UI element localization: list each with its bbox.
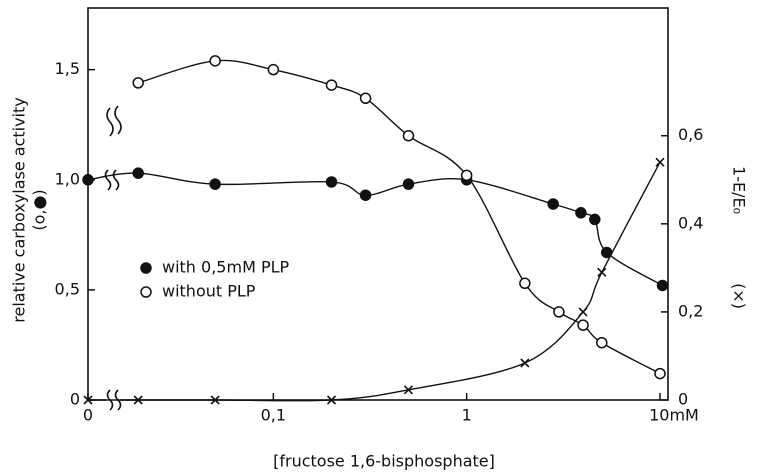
data-point [655, 157, 665, 167]
y-axis-label: (o,●) [30, 189, 49, 230]
data-point [553, 306, 565, 318]
data-point [209, 55, 221, 67]
x-axis-label: [fructose 1,6-bisphosphate] [273, 452, 495, 471]
y-tick-label: 1,0 [55, 169, 80, 188]
legend-label: without PLP [162, 282, 256, 301]
data-point [589, 213, 601, 226]
axis-break [102, 105, 122, 411]
legend-marker [140, 286, 152, 298]
legend-label: with 0,5mM PLP [162, 258, 290, 277]
data-point [597, 267, 607, 277]
legend-marker [140, 262, 152, 274]
data-point [132, 167, 144, 179]
y2-axis-label: (×) [730, 283, 749, 309]
y2-axis-label: 1-E/E₀ [730, 166, 749, 214]
data-point [656, 279, 669, 292]
data-point [654, 367, 666, 380]
data-point [326, 395, 337, 405]
x-tick-label: 10mM [649, 406, 699, 425]
y2-tick-label: 0,6 [678, 125, 703, 144]
data-point [575, 207, 587, 219]
data-point [210, 395, 220, 405]
x-tick-label: 0 [83, 406, 93, 425]
y-tick-label: 1,5 [55, 59, 80, 78]
data-point [133, 395, 143, 405]
data-point [359, 189, 372, 201]
y-axis-label: relative carboxylase activity [10, 97, 29, 323]
data-point [132, 77, 144, 89]
data-point [325, 176, 338, 188]
data-point [325, 79, 338, 91]
data-point [82, 174, 94, 186]
x-tick-label: 0,1 [261, 406, 286, 425]
data-point [267, 63, 280, 76]
y2-tick-label: 0,4 [678, 213, 703, 232]
data-point [402, 178, 415, 190]
data-point [359, 92, 372, 105]
data-point [83, 395, 93, 405]
data-point [577, 319, 589, 331]
y-tick-label: 0,5 [55, 279, 80, 298]
y2-tick-label: 0 [678, 390, 688, 409]
data-point [460, 169, 473, 182]
data-point [403, 385, 414, 395]
data-point [519, 277, 531, 290]
data-point [578, 307, 588, 317]
curve [88, 161, 661, 402]
plot-frame [87, 7, 669, 401]
y-tick-label: 0 [70, 390, 80, 409]
y2-tick-label: 0,2 [678, 301, 703, 320]
data-point [209, 178, 221, 190]
data-point [402, 129, 415, 142]
data-point [596, 336, 608, 349]
data-point [520, 358, 530, 368]
data-point [547, 198, 559, 210]
x-tick-label: 1 [462, 406, 472, 425]
